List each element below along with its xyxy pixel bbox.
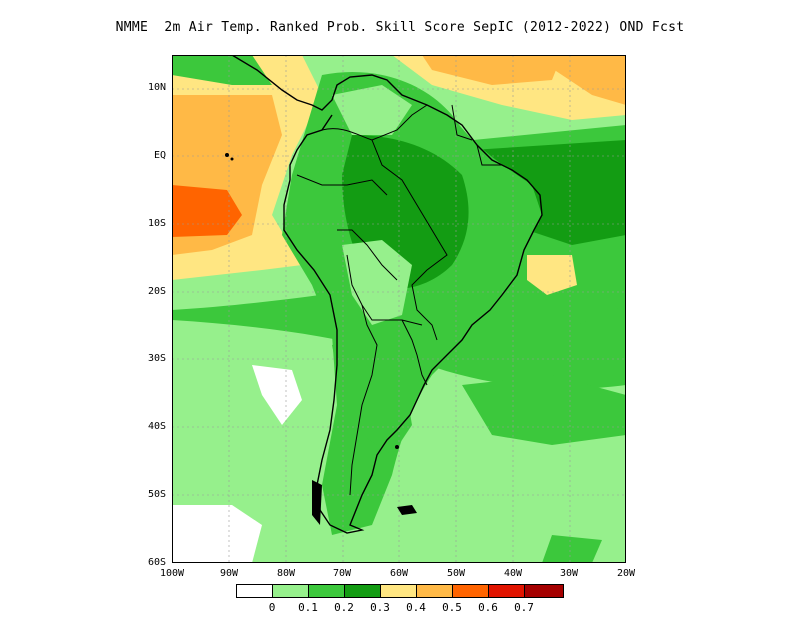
lat-label-40s: 40S [147, 421, 166, 432]
legend-color-4 [380, 584, 417, 598]
lat-label-20s: 20S [147, 286, 166, 297]
lon-label-60w: 60W [389, 568, 409, 579]
legend-color-3 [344, 584, 381, 598]
legend-color-6 [452, 584, 489, 598]
legend-tick-3: 0.3 [370, 601, 390, 614]
legend-tick-1: 0.1 [298, 601, 318, 614]
legend-color-2 [308, 584, 345, 598]
legend-color-0 [236, 584, 273, 598]
graticule [172, 55, 626, 563]
country-borders [296, 104, 502, 496]
field-argentina-green [332, 335, 412, 455]
field-white-pacific [252, 365, 302, 425]
field-white-southwest [172, 505, 262, 563]
lon-label-80w: 80W [276, 568, 296, 579]
legend-tick-2: 0.2 [334, 601, 354, 614]
field-green-north [172, 55, 272, 85]
lat-label-10s: 10S [147, 218, 166, 229]
field-yellow-brazil-coast [527, 255, 577, 295]
skill-score-map [172, 55, 626, 563]
lon-label-50w: 50W [446, 568, 466, 579]
legend-color-5 [416, 584, 453, 598]
map-title: NMME 2m Air Temp. Ranked Prob. Skill Sco… [115, 20, 685, 35]
field-green-southeast [542, 535, 602, 563]
legend-tick-5: 0.5 [442, 601, 462, 614]
islands [225, 153, 417, 525]
field-orange-caribbean [422, 55, 562, 85]
lon-label-70w: 70W [332, 568, 352, 579]
lat-label-50s: 50S [147, 489, 166, 500]
field-light-green-north [332, 85, 412, 135]
legend-tick-4: 0.4 [406, 601, 426, 614]
legend-tick-0: 0 [268, 601, 276, 614]
field-dark-orange-pacific [172, 185, 242, 237]
map-border [172, 55, 626, 563]
legend-color-8 [524, 584, 564, 598]
lat-label-eq: EQ [153, 150, 166, 161]
legend-tick-7: 0.7 [514, 601, 534, 614]
lon-label-20w: 20W [616, 568, 636, 579]
legend-color-7 [488, 584, 525, 598]
lon-label-30w: 30W [559, 568, 579, 579]
lat-label-60s: 60S [147, 557, 166, 568]
field-green-south-atlantic [462, 375, 626, 445]
lon-label-40w: 40W [503, 568, 523, 579]
coastline-south-america [231, 55, 543, 534]
lat-label-10n: 10N [147, 82, 166, 93]
lat-label-30s: 30S [147, 353, 166, 364]
field-light-green-bolivia [342, 240, 412, 325]
lon-label-100w: 100W [159, 568, 185, 579]
field-orange-caribbean-east [532, 55, 626, 105]
legend-color-1 [272, 584, 309, 598]
legend-tick-6: 0.6 [478, 601, 498, 614]
lon-label-90w: 90W [219, 568, 239, 579]
